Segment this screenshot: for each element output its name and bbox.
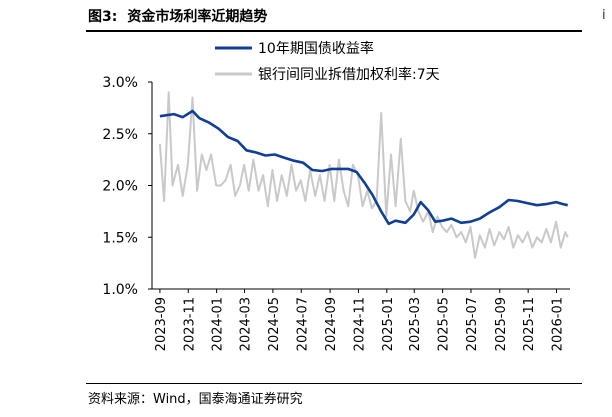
figure-title: 图3: 资金市场利率近期趋势 bbox=[88, 6, 267, 26]
x-tick-label: 2024-01 bbox=[211, 297, 226, 351]
axes: 1.0% 1.5% 2.0% 2.5% 3.0% 2023-09 2023-11 2024-0… bbox=[102, 75, 570, 351]
x-tick-label: 2025-09 bbox=[494, 297, 509, 351]
x-tick-label: 2023-09 bbox=[154, 297, 169, 351]
top-rule bbox=[86, 30, 582, 32]
x-tick-label: 2025-05 bbox=[437, 297, 452, 351]
y-tick-label: 1.5% bbox=[102, 230, 138, 246]
y-tick-label: 1.0% bbox=[102, 282, 138, 298]
cropped-edge-text: i bbox=[602, 8, 606, 23]
bottom-rule bbox=[86, 383, 582, 384]
x-tick-label: 2024-05 bbox=[267, 297, 282, 351]
x-tick-label: 2024-03 bbox=[239, 297, 254, 351]
x-tick-label: 2025-03 bbox=[408, 297, 423, 351]
x-tick-label: 2024-11 bbox=[352, 297, 367, 351]
y-tick-label: 2.5% bbox=[102, 127, 138, 143]
figure-title-text: 资金市场利率近期趋势 bbox=[127, 9, 268, 25]
x-tick-label: 2025-11 bbox=[522, 297, 537, 351]
series-line-cgb-10y bbox=[159, 109, 568, 226]
x-tick-label: 2025-01 bbox=[381, 297, 396, 351]
x-tick-label: 2025-07 bbox=[465, 297, 480, 351]
series-line-interbank-7d bbox=[158, 91, 569, 259]
x-tick-label: 2024-09 bbox=[324, 297, 339, 351]
x-tick-label: 2023-11 bbox=[182, 297, 197, 351]
y-tick-label: 3.0% bbox=[102, 75, 138, 91]
y-tick-label: 2.0% bbox=[102, 179, 138, 195]
figure-number: 图3: bbox=[88, 9, 118, 25]
source-note: 资料来源：Wind，国泰海通证券研究 bbox=[88, 392, 303, 407]
legend-label-interbank-7d: 银行间同业拆借加权利率:7天 bbox=[258, 66, 440, 83]
x-tick-label: 2024-07 bbox=[295, 297, 310, 351]
x-tick-label: 2026-01 bbox=[551, 297, 566, 351]
legend-label-cgb-10y: 10年期国债收益率 bbox=[258, 40, 374, 57]
series-layer bbox=[158, 91, 569, 259]
